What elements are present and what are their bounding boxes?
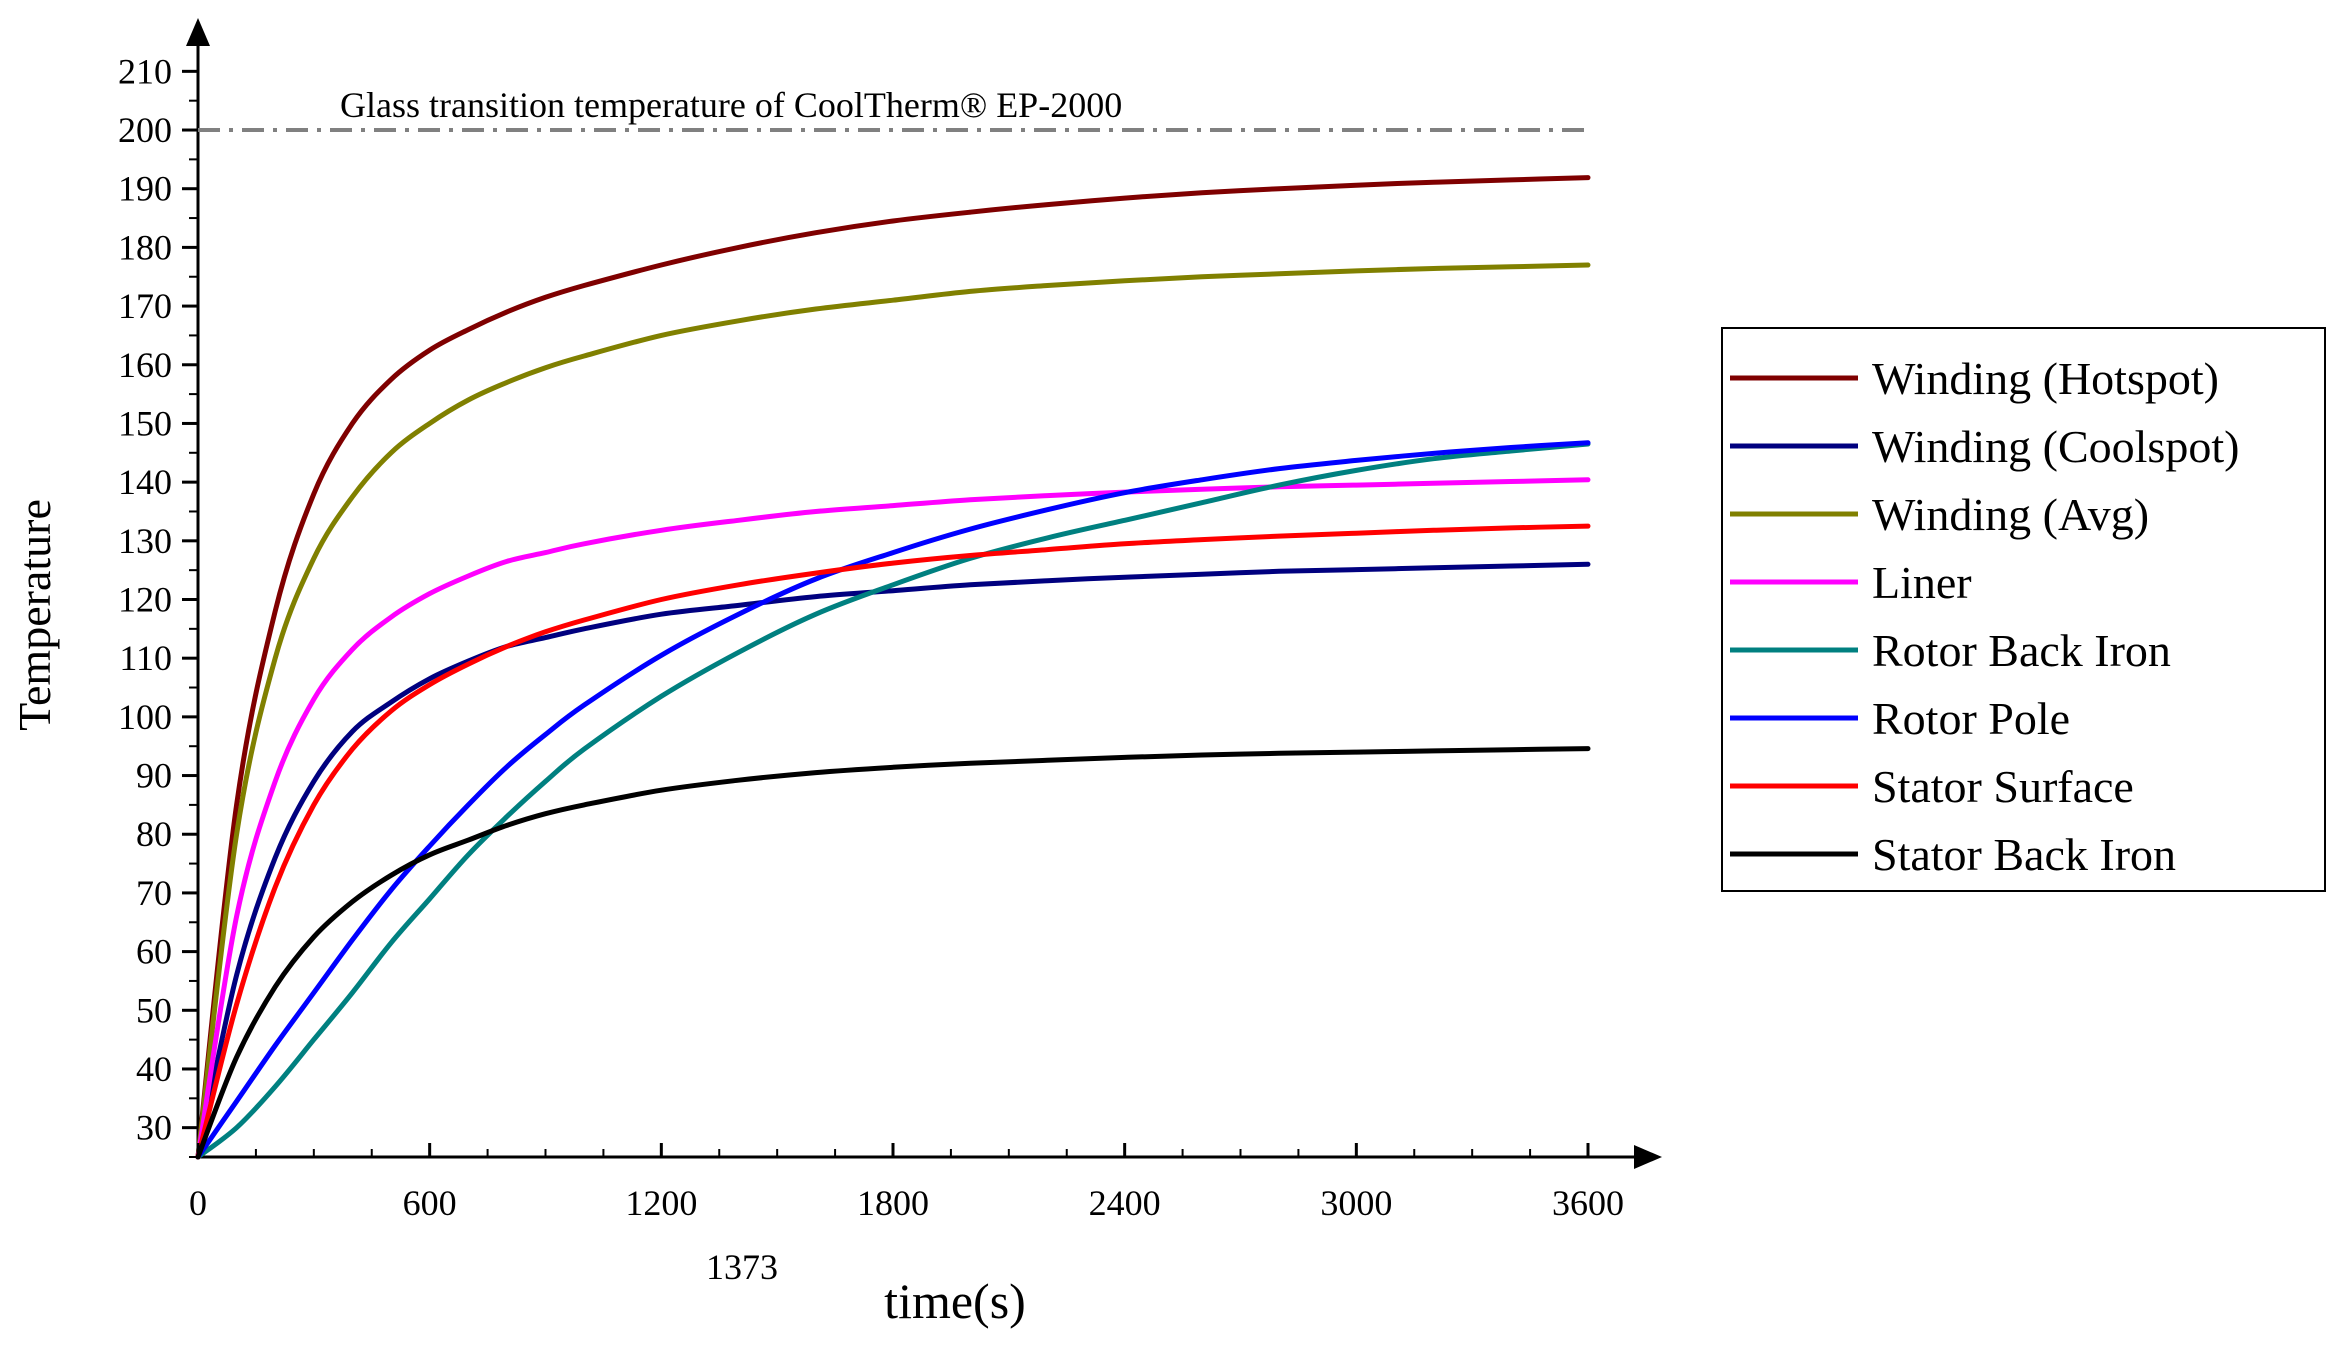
- reference-line-label: Glass transition temperature of CoolTher…: [340, 85, 1122, 125]
- y-tick-label: 90: [136, 756, 172, 796]
- ticks-layer: 0 600 1200 1800 2400 3000 3600 30 40 50 60 70 80 90 10…: [118, 41, 1624, 1223]
- y-tick-label: 140: [118, 462, 172, 502]
- y-tick-label: 120: [118, 580, 172, 620]
- legend-label-stator-back-iron: Stator Back Iron: [1872, 829, 2176, 880]
- x-tick-label: 1800: [857, 1183, 929, 1223]
- legend-label-rotor-back-iron: Rotor Back Iron: [1872, 625, 2171, 676]
- legend-label-winding-coolspot: Winding (Coolspot): [1872, 421, 2239, 472]
- y-tick-label: 70: [136, 873, 172, 913]
- y-tick-label: 200: [118, 110, 172, 150]
- y-axis-title: Temperature: [9, 499, 60, 731]
- x-axis-title: time(s): [884, 1273, 1026, 1329]
- y-tick-label: 100: [118, 697, 172, 737]
- series-line-stator-surface: [195, 523, 1591, 1160]
- series-line-winding-avg: [195, 262, 1591, 1160]
- x-tick-label: 2400: [1089, 1183, 1161, 1223]
- x-tick-label: 600: [403, 1183, 457, 1223]
- y-tick-label: 190: [118, 169, 172, 209]
- y-tick-label: 60: [136, 932, 172, 972]
- y-tick-label: 130: [118, 521, 172, 561]
- x-tick-label: 0: [189, 1183, 207, 1223]
- y-axis-arrow: [186, 18, 210, 46]
- series-layer: [195, 175, 1591, 1160]
- y-tick-label: 150: [118, 403, 172, 443]
- legend-label-liner: Liner: [1872, 557, 1972, 608]
- y-tick-label: 180: [118, 227, 172, 267]
- y-tick-label: 80: [136, 814, 172, 854]
- y-tick-label: 110: [119, 638, 172, 678]
- legend-label-stator-surface: Stator Surface: [1872, 761, 2134, 812]
- x-tick-label: 1200: [625, 1183, 697, 1223]
- legend-label-winding-hotspot: Winding (Hotspot): [1872, 353, 2219, 404]
- series-line-stator-back-iron: [195, 746, 1591, 1160]
- x-extra-label: 1373: [706, 1247, 778, 1287]
- legend-label-winding-avg: Winding (Avg): [1872, 489, 2149, 540]
- y-tick-label: 50: [136, 990, 172, 1030]
- y-tick-label: 210: [118, 51, 172, 91]
- legend: Winding (Hotspot) Winding (Coolspot) Windi…: [1721, 327, 2326, 892]
- series-line-rotor-back-iron: [195, 441, 1591, 1160]
- axes: [186, 18, 1662, 1169]
- legend-label-rotor-pole: Rotor Pole: [1872, 693, 2070, 744]
- y-tick-label: 160: [118, 345, 172, 385]
- y-tick-label: 40: [136, 1049, 172, 1089]
- series-line-winding-coolspot: [195, 561, 1591, 1160]
- series-line-rotor-pole: [195, 440, 1591, 1160]
- series-line-liner: [195, 477, 1591, 1160]
- y-tick-label: 170: [118, 286, 172, 326]
- y-tick-label: 30: [136, 1108, 172, 1148]
- x-tick-label: 3000: [1320, 1183, 1392, 1223]
- legend-box: [1721, 327, 2326, 892]
- x-tick-label: 3600: [1552, 1183, 1624, 1223]
- series-line-winding-hotspot: [195, 175, 1591, 1160]
- x-axis-arrow: [1634, 1145, 1662, 1169]
